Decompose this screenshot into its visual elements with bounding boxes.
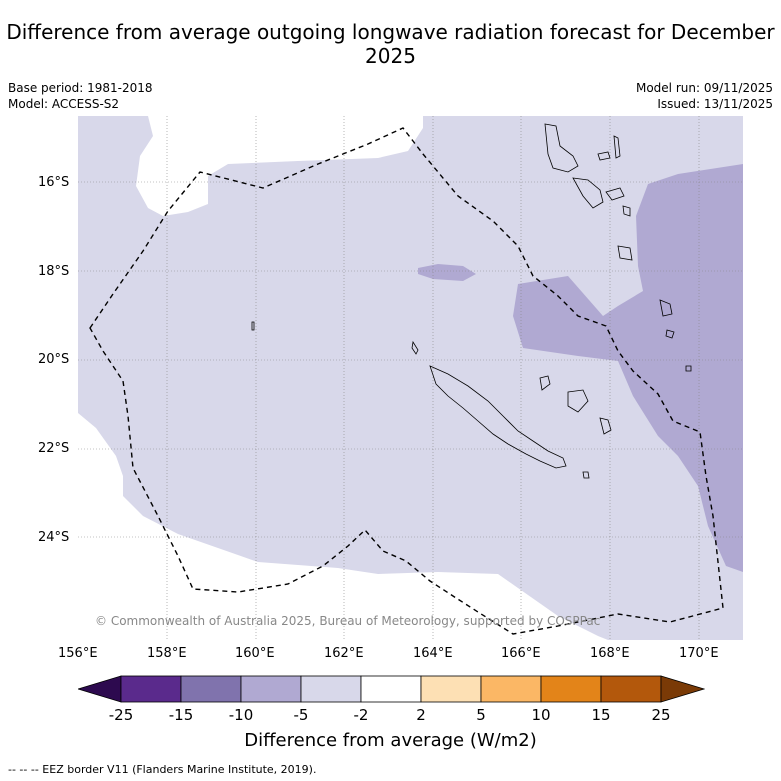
lon-label: 162°E [324, 646, 364, 661]
colorbar-tick: -10 [228, 706, 254, 724]
colorbar-tick: 25 [651, 706, 671, 724]
vanuatu-shepherd-islands [622, 205, 631, 217]
colorbar-segment [180, 675, 242, 703]
colorbar-tick: 2 [416, 706, 426, 724]
colorbar-tick: 10 [531, 706, 551, 724]
lat-label: 24°S [38, 530, 70, 545]
copyright-notice: © Commonwealth of Australia 2025, Bureau… [95, 614, 601, 628]
colorbar-tick: -5 [293, 706, 309, 724]
colorbar-segment [480, 675, 542, 703]
colorbar-segment [600, 675, 662, 703]
loyalty-island-1 [539, 375, 551, 391]
vanuatu-efate [605, 187, 625, 201]
map [78, 116, 743, 640]
base-period: Base period: 1981-2018 [8, 81, 153, 95]
vanuatu-malekula [572, 177, 604, 209]
vanuatu-small-islet [685, 365, 692, 372]
lon-label: 160°E [235, 646, 275, 661]
issued-date: Issued: 13/11/2025 [657, 97, 773, 111]
vanuatu-erromango [617, 245, 633, 261]
vanuatu-pentecost [613, 135, 621, 159]
lon-label: 156°E [58, 646, 98, 661]
colorbar-segment [420, 675, 482, 703]
meta-right: Model run: 09/11/2025 Issued: 13/11/2025 [636, 80, 773, 112]
lat-label: 22°S [38, 441, 70, 456]
loyalty-island-3 [599, 417, 612, 435]
anomaly-medium-east [513, 164, 743, 572]
lon-label: 170°E [679, 646, 719, 661]
lon-label: 168°E [590, 646, 630, 661]
neutral-region-blob [195, 150, 204, 155]
vanuatu-tanna [659, 299, 673, 317]
lon-label: 164°E [413, 646, 453, 661]
lat-label: 18°S [38, 264, 70, 279]
colorbar [78, 675, 705, 703]
colorbar-tick: 15 [591, 706, 611, 724]
vanuatu-maewo [597, 151, 611, 161]
nc-north-islet [411, 340, 419, 355]
meta-left: Base period: 1981-2018 Model: ACCESS-S2 [8, 80, 153, 112]
lon-label: 158°E [147, 646, 187, 661]
colorbar-max-arrow [660, 675, 705, 703]
lat-label: 16°S [38, 175, 70, 190]
colorbar-min-arrow [78, 675, 122, 703]
vanuatu-aneityum [665, 329, 675, 339]
colorbar-segment [300, 675, 362, 703]
colorbar-segment [540, 675, 602, 703]
colorbar-tick: -25 [108, 706, 134, 724]
small-islet-west [251, 321, 255, 331]
lon-label: 166°E [501, 646, 541, 661]
colorbar-segment [120, 675, 182, 703]
colorbar-label: Difference from average (W/m2) [244, 730, 537, 751]
chart-title: Difference from average outgoing longwav… [6, 20, 775, 68]
eez-legend: -- -- -- EEZ border V11 (Flanders Marine… [8, 763, 317, 776]
neutral-region-southwest [78, 413, 608, 640]
loyalty-island-2 [567, 389, 589, 413]
colorbar-tick: -2 [353, 706, 369, 724]
colorbar-tick: -15 [168, 706, 194, 724]
new-caledonia [429, 365, 567, 469]
model-name: Model: ACCESS-S2 [8, 97, 120, 111]
isle-of-pines [582, 471, 590, 479]
colorbar-tick: 5 [476, 706, 486, 724]
eez-border [89, 127, 724, 635]
neutral-region-top [136, 116, 423, 216]
model-run: Model run: 09/11/2025 [635, 81, 773, 95]
colorbar-segment [360, 675, 422, 703]
grid [78, 116, 743, 640]
anomaly-medium-patch [418, 264, 476, 281]
colorbar-segment [240, 675, 302, 703]
vanuatu-espiritu-santo [544, 123, 579, 173]
lat-label: 20°S [38, 352, 70, 367]
